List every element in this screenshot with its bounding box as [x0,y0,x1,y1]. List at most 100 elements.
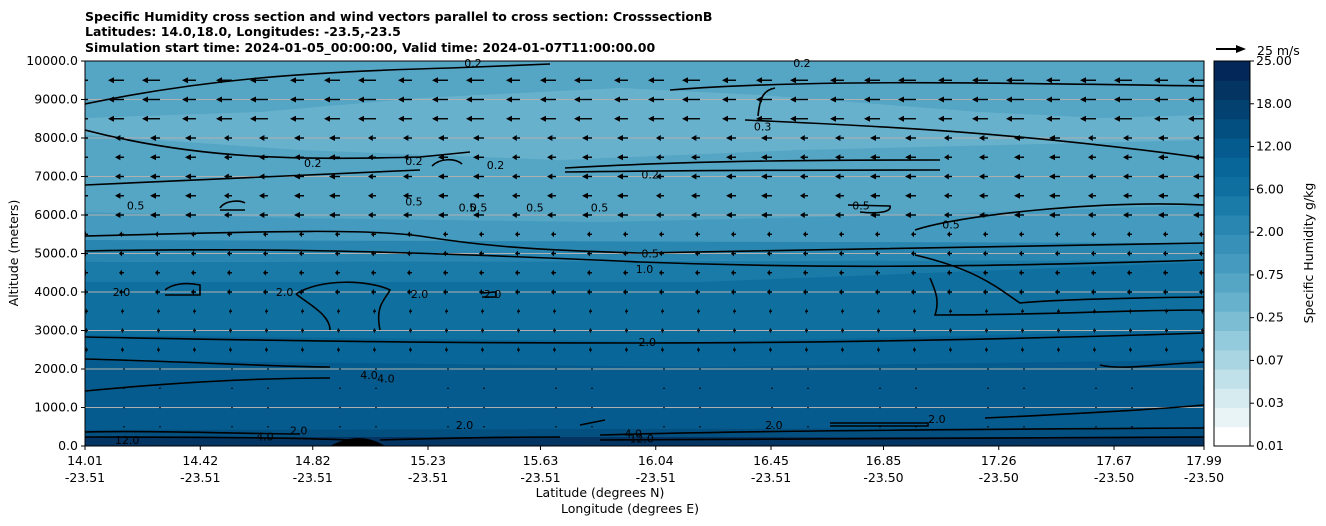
wind-vector [447,368,449,370]
contour-line [914,203,1204,231]
wind-vector [407,250,412,257]
wind-vector [403,135,412,141]
wind-vector [656,212,664,218]
contour-line [85,332,1204,344]
x-tick-label-lat: 16.85 [866,453,902,468]
wind-vector [259,192,268,199]
wind-vector [1080,115,1096,122]
wind-vector [1055,289,1060,295]
wind-vector [1023,368,1025,370]
wind-vector [807,387,809,390]
wind-vector [547,192,556,199]
wind-vector [294,212,304,218]
wind-vector [1021,308,1024,315]
wind-vector [915,406,917,409]
wind-vector [115,173,124,180]
wind-vector [150,192,160,199]
wind-vector [267,406,269,409]
wind-vector [1165,308,1168,315]
wind-vector [123,387,125,390]
wind-vector [294,173,304,180]
wind-vector [661,308,664,315]
wind-vector [870,154,880,161]
contour-label: 0.5 [591,201,609,214]
wind-vector [879,425,881,428]
contour-lines [85,63,1204,441]
wind-vector [807,425,809,428]
wind-vector [1163,269,1168,276]
wind-vector [1131,425,1133,428]
wind-vector [447,387,449,390]
wind-vector [398,77,412,84]
contour-label: 2.0 [276,286,294,299]
wind-vector [267,368,269,370]
contour-label: 1.0 [636,263,654,276]
wind-vector [1014,192,1024,199]
contour-label: 0.5 [470,201,488,214]
wind-vector [182,77,196,84]
fill-band [85,360,1204,446]
wind-vector [800,154,808,161]
wind-vector [1123,154,1132,161]
wind-vector [944,212,952,218]
wind-vector [193,308,196,315]
wind-vector [1019,250,1024,257]
wind-vector [438,135,448,141]
wind-vector [121,308,124,315]
wind-vector [540,96,556,103]
wind-vector [1158,212,1168,218]
wind-vector [115,192,124,199]
wind-vector [339,406,341,409]
wind-vector [656,154,664,161]
wind-vector [756,96,772,103]
wind-vector [1158,173,1168,180]
wind-vector [663,387,665,390]
wind-vector [614,96,628,103]
wind-vector [722,96,736,103]
contour-label: 0.2 [405,155,423,168]
wind-vector [1163,289,1168,295]
wind-vector [512,192,520,199]
wind-vector [155,289,160,295]
wind-vector [987,425,989,428]
wind-vector [1091,250,1096,257]
wind-vector [983,231,988,238]
contour-line [744,119,1204,159]
contour-line [295,281,392,331]
wind-vector [699,368,701,370]
wind-vector [159,368,161,370]
wind-vector [329,192,340,199]
wind-vector [807,368,809,370]
wind-vector [438,212,448,218]
wind-vector [839,269,844,276]
wind-vector [1123,135,1132,141]
colorbar-segment [1214,349,1250,370]
contour-line [164,282,201,296]
wind-vector [574,115,592,122]
wind-vector [589,327,592,334]
wind-vector [506,96,520,103]
wind-vector [841,308,844,315]
wind-vector [835,192,844,199]
wind-vector [159,387,161,390]
contour-label: 0.2 [793,57,811,70]
wind-vector [335,250,340,257]
contour-line [757,87,776,117]
wind-vector [1021,346,1024,353]
chart-title-line-2: Latitudes: 14.0,18.0, Longitudes: -23.5,… [85,24,401,39]
wind-vector [979,154,988,161]
contour-line [295,293,331,331]
wind-vector [1049,192,1060,199]
wind-vector [1088,212,1096,218]
x-tick-label-lon: -23.51 [293,470,333,485]
wind-vector [339,368,341,370]
wind-vector [263,250,268,257]
x-tick-label-lat: 14.82 [295,453,331,468]
x-tick-label-lon: -23.51 [65,470,105,485]
colorbar-label: Specific Humidity g/kg [1301,183,1316,324]
contour-label: 0.2 [304,157,322,170]
wind-vector [695,289,700,295]
wind-vector [756,77,772,84]
wind-vector [987,387,989,390]
wind-vector [587,231,592,238]
